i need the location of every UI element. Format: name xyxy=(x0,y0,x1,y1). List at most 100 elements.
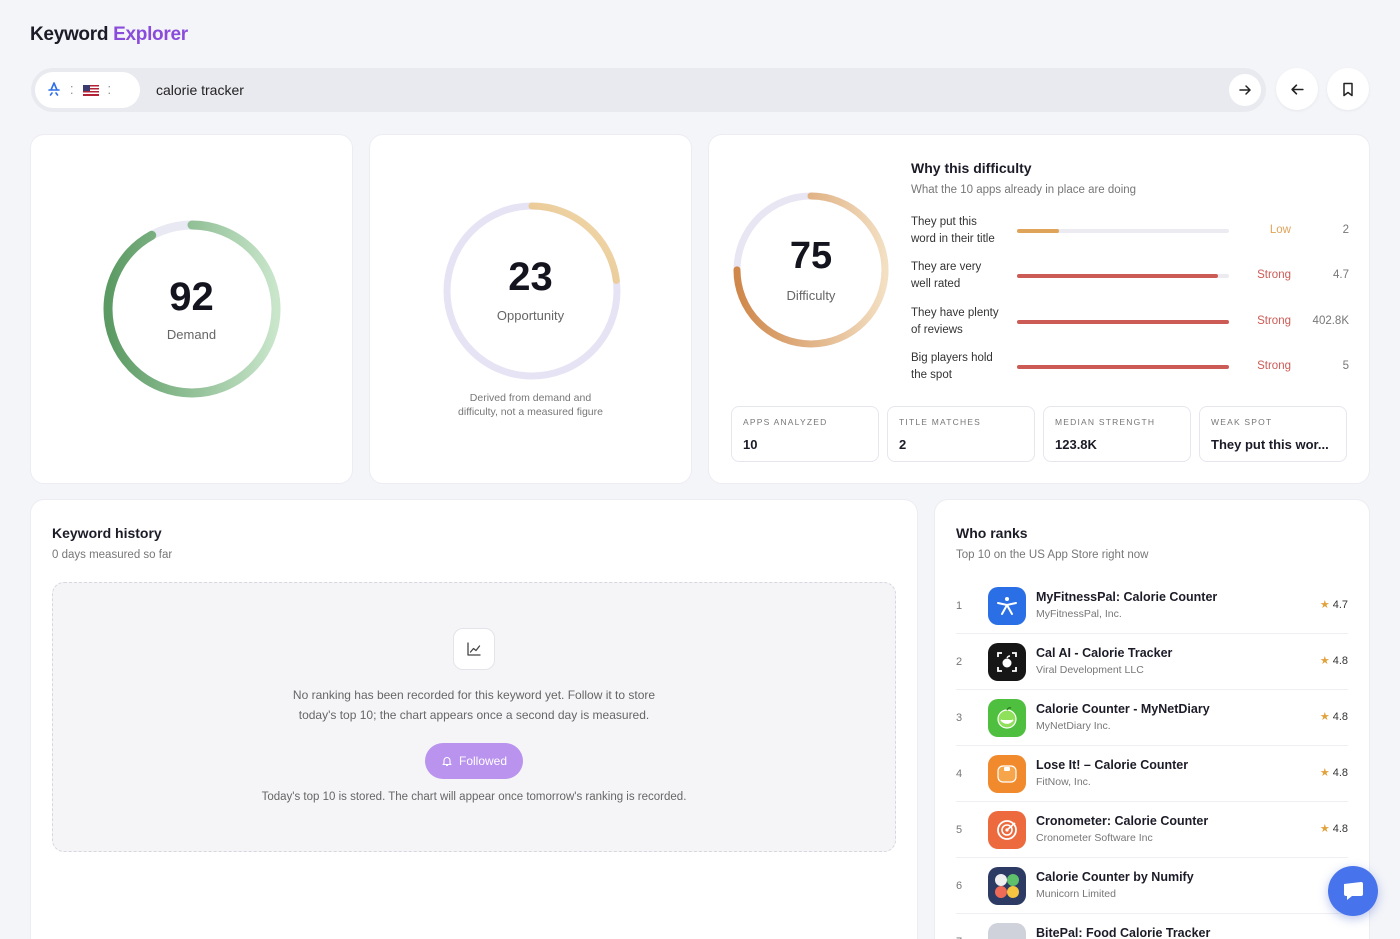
app-rating: ★ 4.8 xyxy=(1320,654,1348,667)
factor-value: 402.8K xyxy=(1312,315,1349,327)
mynetdiary-icon xyxy=(988,699,1026,737)
back-button[interactable] xyxy=(1276,68,1318,110)
bookmark-button[interactable] xyxy=(1327,68,1369,110)
app-name: BitePal: Food Calorie Tracker xyxy=(1036,926,1211,939)
rank-row[interactable]: 5 Cronometer: Calorie Counter Cronometer… xyxy=(956,802,1348,858)
factor-text: They are very well rated xyxy=(911,259,1009,293)
factor-text-line1: Big players hold xyxy=(911,352,993,364)
stat-value: 2 xyxy=(899,437,907,452)
factor-row: They have plenty of reviews Strong 402.8K xyxy=(911,305,1351,339)
rank-number: 5 xyxy=(956,824,963,836)
followed-button[interactable]: Followed xyxy=(425,743,523,779)
followed-button-label: Followed xyxy=(458,754,508,768)
difficulty-explainer-title: Why this difficulty xyxy=(911,160,1032,176)
rank-row[interactable]: 4 Lose It! – Calorie Counter FitNow, Inc… xyxy=(956,746,1348,802)
history-empty-line2: today's top 10; the chart appears once a… xyxy=(298,708,650,722)
app-rating-value: 4.8 xyxy=(1332,823,1348,835)
factor-value: 2 xyxy=(1342,224,1349,236)
demand-score: 92 xyxy=(169,275,214,319)
cronometer-icon xyxy=(988,811,1026,849)
rank-row[interactable]: 1 MyFitnessPal: Calorie Counter MyFitnes… xyxy=(956,578,1348,634)
ranks-header: Who ranks Top 10 on the US App Store rig… xyxy=(956,525,1148,561)
stat-value: They put this wor... xyxy=(1211,437,1329,452)
opportunity-note-line2: difficulty, not a measured figure xyxy=(458,406,603,418)
demand-label: Demand xyxy=(166,327,217,342)
stat-median-strength: MEDIAN STRENGTH 123.8K xyxy=(1043,406,1191,462)
app-title-main: Keyword xyxy=(30,24,114,45)
factor-bar xyxy=(1017,365,1229,369)
numify-icon xyxy=(988,867,1026,905)
demand-card: 92 Demand xyxy=(30,134,353,484)
factor-text: They put this word in their title xyxy=(911,214,1009,248)
search-go-button[interactable] xyxy=(1229,74,1261,106)
stat-value: 10 xyxy=(743,437,758,452)
history-empty-message: No ranking has been recorded for this ke… xyxy=(53,685,895,725)
history-header: Keyword history 0 days measured so far xyxy=(52,525,172,561)
rank-number: 2 xyxy=(956,656,963,668)
demand-gauge xyxy=(103,220,281,398)
rank-row[interactable]: 6 Calorie Counter by Numify Municorn Lim… xyxy=(956,858,1348,914)
app-rating: ★ 4.7 xyxy=(1320,598,1348,611)
opportunity-note-line1: Derived from demand and xyxy=(469,392,592,404)
keyword-search-bar[interactable]: ⁚ ⁚ calorie tracker xyxy=(31,68,1266,112)
history-subtitle: 0 days measured so far xyxy=(52,549,173,561)
chat-icon xyxy=(1344,882,1363,900)
bookmark-icon xyxy=(1343,82,1353,96)
star-icon: ★ xyxy=(1319,599,1330,611)
line-chart-icon xyxy=(453,628,495,670)
app-developer: Cronometer Software Inc xyxy=(1036,832,1153,844)
opportunity-card: 23 Opportunity Derived from demand and d… xyxy=(369,134,692,484)
rank-number: 7 xyxy=(956,936,962,939)
rank-row[interactable]: 7 BitePal: Food Calorie Tracker xyxy=(956,914,1348,939)
factor-text-line1: They have plenty xyxy=(911,307,999,319)
app-name: Lose It! – Calorie Counter xyxy=(1036,758,1189,772)
app-title: Keyword Explorer xyxy=(30,24,188,46)
history-title: Keyword history xyxy=(52,525,162,541)
app-name: Cal AI - Calorie Tracker xyxy=(1036,646,1173,660)
rank-row[interactable]: 3 Calorie Counter - MyNetDiary MyNetDiar… xyxy=(956,690,1348,746)
difficulty-label: Difficulty xyxy=(786,288,836,303)
factor-text-line1: They put this xyxy=(911,216,977,228)
arrow-right-icon xyxy=(1239,85,1251,95)
ranks-subtitle: Top 10 on the US App Store right now xyxy=(956,549,1149,561)
factor-text-line2: well rated xyxy=(911,278,961,290)
star-icon: ★ xyxy=(1319,823,1330,835)
difficulty-explainer-subtitle: What the 10 apps already in place are do… xyxy=(911,184,1137,196)
difficulty-gauge xyxy=(733,192,889,348)
factor-text-line2: of reviews xyxy=(911,324,963,336)
rank-number: 1 xyxy=(956,600,963,612)
search-input[interactable]: calorie tracker xyxy=(156,82,244,98)
chat-button[interactable] xyxy=(1328,866,1378,916)
who-ranks-card: Who ranks Top 10 on the US App Store rig… xyxy=(934,499,1370,939)
country-chevron-icon: ⁚ xyxy=(107,84,112,97)
factor-bar xyxy=(1017,320,1229,324)
factor-bar-fill xyxy=(1017,274,1219,278)
app-name: Calorie Counter - MyNetDiary xyxy=(1036,702,1210,716)
ranks-title: Who ranks xyxy=(956,525,1028,541)
stat-apps-analyzed: APPS ANALYZED 10 xyxy=(731,406,879,462)
app-developer: Municorn Limited xyxy=(1036,888,1116,900)
history-empty-line1: No ranking has been recorded for this ke… xyxy=(292,688,656,702)
cal-ai-icon xyxy=(988,643,1026,681)
factor-row: They are very well rated Strong 4.7 xyxy=(911,259,1351,293)
app-developer: MyFitnessPal, Inc. xyxy=(1036,608,1122,620)
factor-level: Strong xyxy=(1257,269,1291,281)
factor-level: Strong xyxy=(1257,360,1291,372)
factor-level: Low xyxy=(1269,224,1291,236)
factor-bar-fill xyxy=(1017,229,1060,233)
app-rating-value: 4.7 xyxy=(1332,599,1348,611)
stat-title-matches: TITLE MATCHES 2 xyxy=(887,406,1035,462)
history-stored-note: Today's top 10 is stored. The chart will… xyxy=(261,791,687,803)
star-icon: ★ xyxy=(1319,767,1330,779)
app-rating: ★ 4.8 xyxy=(1320,822,1348,835)
factor-value: 4.7 xyxy=(1333,269,1349,281)
factor-bar-fill xyxy=(1017,365,1229,369)
factor-level: Strong xyxy=(1257,315,1291,327)
store-country-selector[interactable]: ⁚ ⁚ xyxy=(35,72,140,108)
rank-row[interactable]: 2 Cal AI - Calorie Tracker Viral Develop… xyxy=(956,634,1348,690)
difficulty-explainer-header: Why this difficulty What the 10 apps alr… xyxy=(911,160,1136,196)
stat-value: 123.8K xyxy=(1055,437,1097,452)
rank-number: 6 xyxy=(956,880,963,892)
keyword-history-card: Keyword history 0 days measured so far N… xyxy=(30,499,918,939)
factor-bar xyxy=(1017,274,1229,278)
